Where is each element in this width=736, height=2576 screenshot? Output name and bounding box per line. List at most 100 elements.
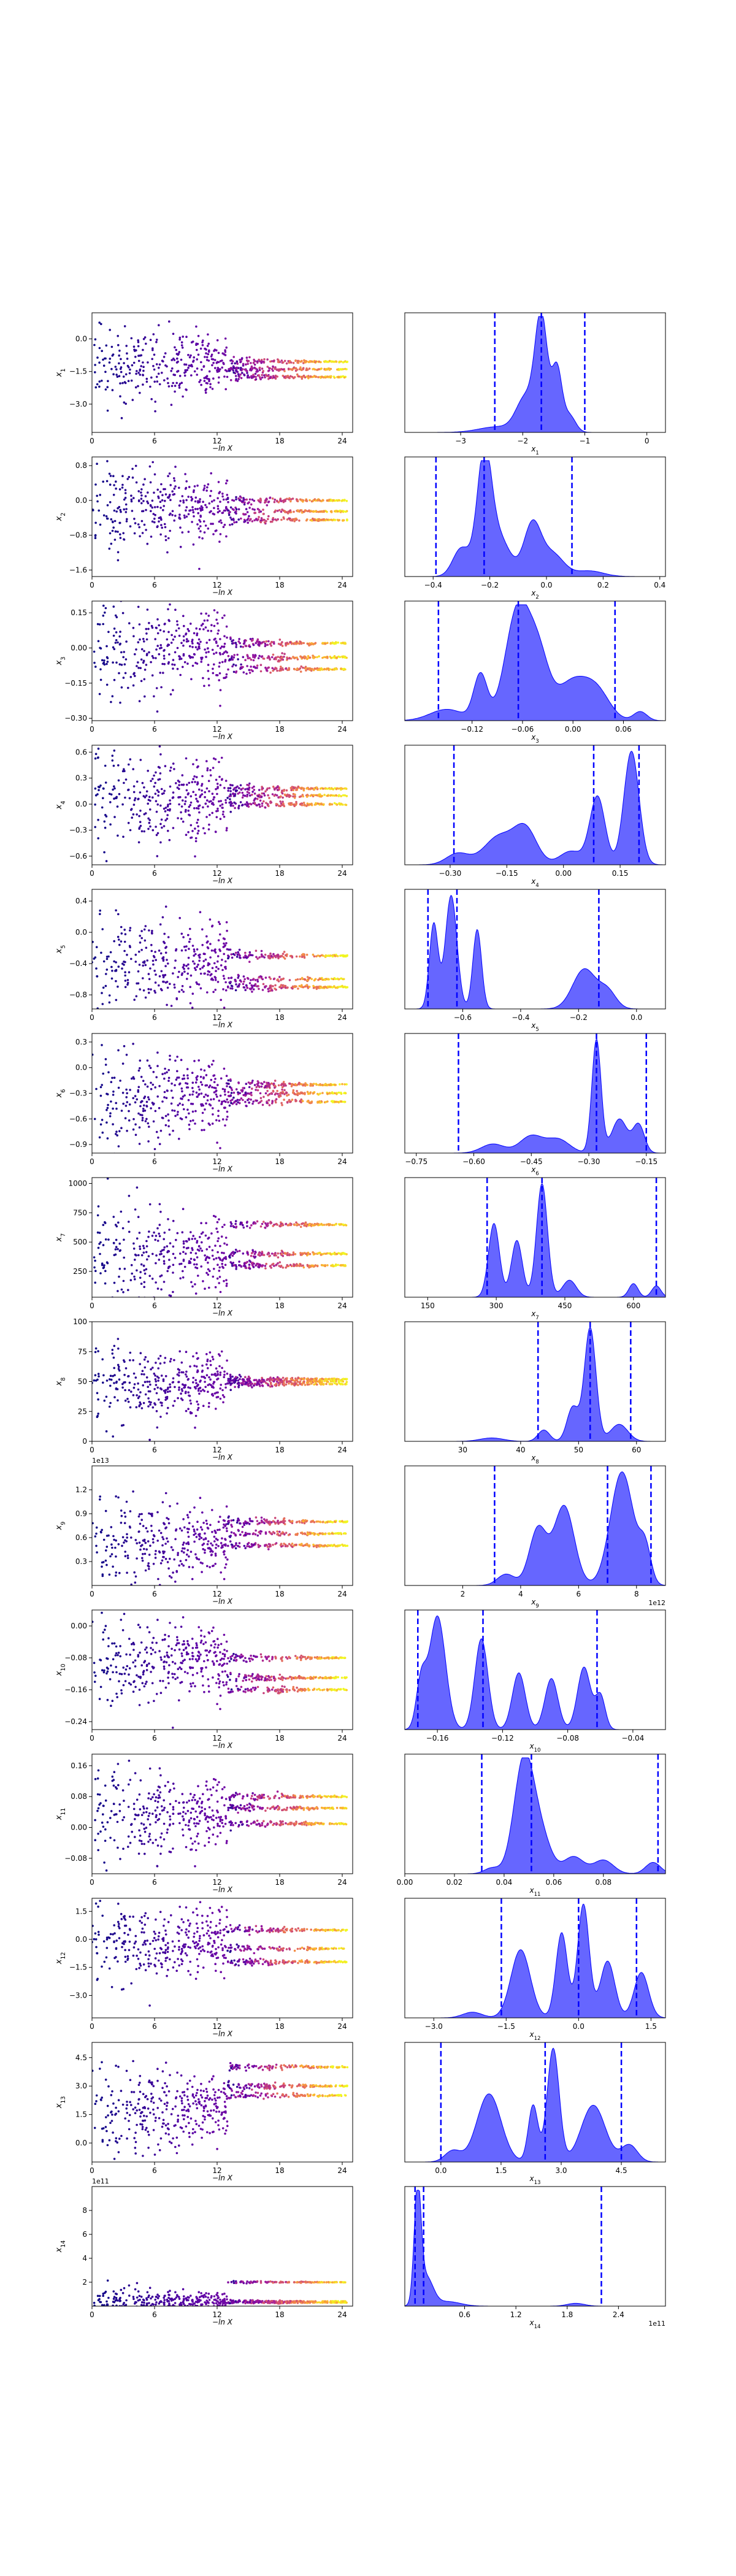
scatter-point bbox=[99, 1252, 101, 1255]
scatter-point bbox=[163, 505, 166, 507]
scatter-point bbox=[120, 1110, 123, 1112]
scatter-point bbox=[218, 1119, 221, 1122]
scatter-point bbox=[315, 987, 318, 991]
scatter-point bbox=[210, 489, 213, 493]
scatter-point bbox=[301, 1100, 304, 1103]
scatter-point bbox=[171, 797, 174, 799]
scatter-point bbox=[217, 1114, 220, 1117]
scatter-point bbox=[94, 665, 97, 668]
scatter-points bbox=[92, 905, 349, 1009]
scatter-point bbox=[342, 510, 345, 513]
scatter-point bbox=[196, 783, 199, 786]
scatter-point bbox=[197, 964, 199, 966]
scatter-point bbox=[232, 656, 236, 659]
scatter-point bbox=[155, 771, 157, 774]
scatter-point bbox=[318, 518, 321, 521]
scatter-point bbox=[229, 511, 231, 513]
scatter-point bbox=[320, 803, 323, 806]
scatter-point bbox=[188, 781, 191, 784]
scatter-point bbox=[342, 375, 345, 378]
scatter-point bbox=[124, 986, 127, 989]
scatter-point bbox=[140, 354, 143, 357]
scatter-point bbox=[169, 603, 171, 606]
scatter-point bbox=[266, 366, 269, 368]
scatter-point bbox=[330, 511, 333, 513]
scatter-point bbox=[218, 922, 221, 926]
scatter-point bbox=[271, 1100, 274, 1102]
scatter-point bbox=[212, 802, 214, 804]
scatter-point bbox=[102, 788, 105, 790]
scatter-point bbox=[231, 985, 234, 987]
scatter-point bbox=[283, 1089, 286, 1092]
scatter-point bbox=[158, 324, 160, 326]
scatter-point bbox=[207, 973, 209, 976]
scatter-point bbox=[145, 1240, 148, 1243]
scatter-point bbox=[150, 624, 153, 627]
scatter-point bbox=[193, 356, 196, 359]
scatter-point bbox=[291, 375, 294, 378]
scatter-point bbox=[207, 970, 210, 973]
scatter-point bbox=[309, 1101, 312, 1104]
scatter-point bbox=[335, 1100, 338, 1103]
scatter-point bbox=[207, 359, 210, 362]
scatter-point bbox=[175, 998, 178, 1000]
scatter-point bbox=[232, 788, 235, 791]
scatter-point bbox=[191, 830, 194, 832]
scatter-point bbox=[136, 370, 138, 372]
scatter-point bbox=[259, 805, 261, 808]
scatter-point bbox=[182, 499, 185, 502]
scatter-point bbox=[343, 1100, 346, 1103]
scatter-point bbox=[304, 509, 307, 512]
scatter-point bbox=[187, 531, 190, 533]
scatter-point bbox=[323, 803, 325, 806]
scatter-point bbox=[248, 356, 251, 359]
scatter-point bbox=[150, 535, 153, 538]
scatter-point bbox=[143, 1247, 145, 1249]
scatter-point bbox=[125, 1096, 128, 1098]
scatter-point bbox=[166, 377, 169, 380]
scatter-point bbox=[294, 786, 297, 789]
scatter-point bbox=[304, 985, 307, 988]
scatter-point bbox=[150, 988, 152, 991]
scatter-point bbox=[321, 978, 324, 981]
scatter-point bbox=[238, 1102, 241, 1105]
y-tick-label: −0.6 bbox=[69, 1114, 87, 1123]
scatter-point bbox=[219, 1094, 222, 1097]
scatter-point bbox=[274, 1086, 276, 1089]
scatter-point bbox=[252, 988, 255, 991]
scatter-point bbox=[186, 972, 190, 975]
scatter-point bbox=[219, 653, 222, 656]
scatter-point bbox=[284, 510, 286, 513]
scatter-point bbox=[239, 957, 242, 959]
scatter-point bbox=[250, 503, 253, 506]
scatter-point bbox=[140, 658, 143, 661]
x-axis-label: x4 bbox=[531, 877, 539, 889]
scatter-point bbox=[223, 1242, 226, 1245]
scatter-point bbox=[256, 1080, 259, 1083]
scatter-point bbox=[119, 533, 121, 536]
scatter-point bbox=[197, 1059, 201, 1062]
scatter-point bbox=[215, 1119, 218, 1122]
scatter-point bbox=[157, 1137, 159, 1139]
scatter-point bbox=[182, 395, 184, 398]
scatter-point bbox=[183, 1077, 186, 1080]
scatter-point bbox=[232, 1251, 234, 1253]
scatter-point bbox=[246, 1225, 248, 1227]
scatter-point bbox=[161, 359, 164, 362]
scatter-point bbox=[147, 1235, 150, 1238]
scatter-point bbox=[260, 1100, 263, 1102]
scatter-point bbox=[237, 976, 240, 979]
scatter-point bbox=[255, 518, 258, 520]
scatter-point bbox=[202, 1077, 205, 1079]
scatter-point bbox=[162, 959, 165, 962]
scatter-point bbox=[125, 402, 127, 405]
scatter-point bbox=[145, 632, 148, 635]
scatter-point bbox=[251, 984, 254, 987]
scatter-point bbox=[280, 642, 283, 645]
scatter-point bbox=[250, 1224, 253, 1227]
scatter-point bbox=[104, 826, 107, 829]
scatter-point bbox=[342, 361, 345, 364]
scatter-point bbox=[125, 503, 128, 506]
scatter-point bbox=[110, 1100, 112, 1103]
scatter-point bbox=[204, 391, 207, 394]
